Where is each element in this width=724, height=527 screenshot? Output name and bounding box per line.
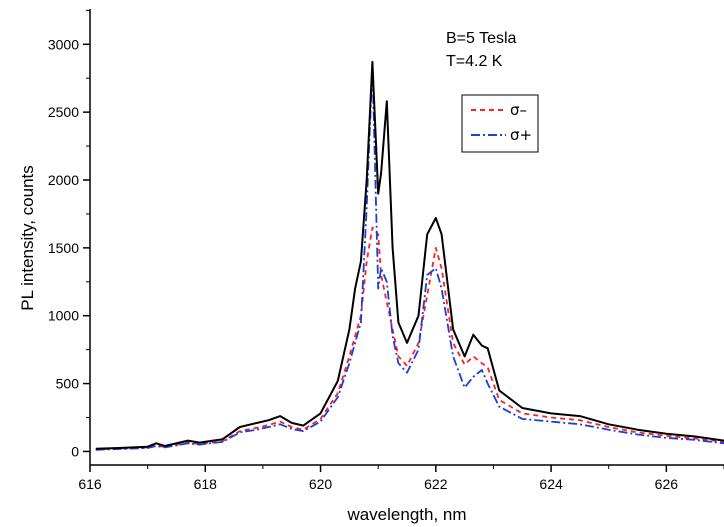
annotation-field: B=5 Tesla	[446, 30, 517, 47]
annotation-temperature: T=4.2 K	[446, 53, 503, 70]
x-tick-label: 618	[194, 476, 218, 492]
plot-area	[89, 9, 724, 466]
x-tick-label: 622	[424, 476, 448, 492]
legend-box	[461, 94, 539, 153]
y-tick-label: 1000	[48, 308, 79, 324]
series-line-total	[95, 60, 724, 450]
y-axis-title: PL intensity, counts	[18, 165, 37, 311]
y-tick-label: 500	[56, 376, 80, 392]
series-line-sigma-plus	[95, 63, 724, 451]
x-tick-label: 624	[539, 476, 563, 492]
x-tick-label: 616	[78, 476, 102, 492]
x-tick-label: 626	[655, 476, 679, 492]
x-tick-label: 620	[309, 476, 333, 492]
legend-label-sigma-minus: σ–	[510, 101, 527, 119]
x-axis-title: wavelength, nm	[346, 505, 466, 524]
axis-ticks: 616 618 620 622 624 626 0 500 1000 1500 2000 2500 30…	[48, 9, 724, 492]
legend-label-sigma-plus: σ+	[510, 126, 532, 144]
y-tick-label: 2000	[48, 172, 79, 188]
y-tick-label: 0	[71, 443, 79, 459]
y-tick-label: 2500	[48, 104, 79, 120]
y-tick-label: 3000	[48, 36, 79, 52]
series-layer	[95, 60, 724, 451]
y-tick-label: 1500	[48, 240, 79, 256]
legend: σ– σ+	[461, 94, 539, 153]
